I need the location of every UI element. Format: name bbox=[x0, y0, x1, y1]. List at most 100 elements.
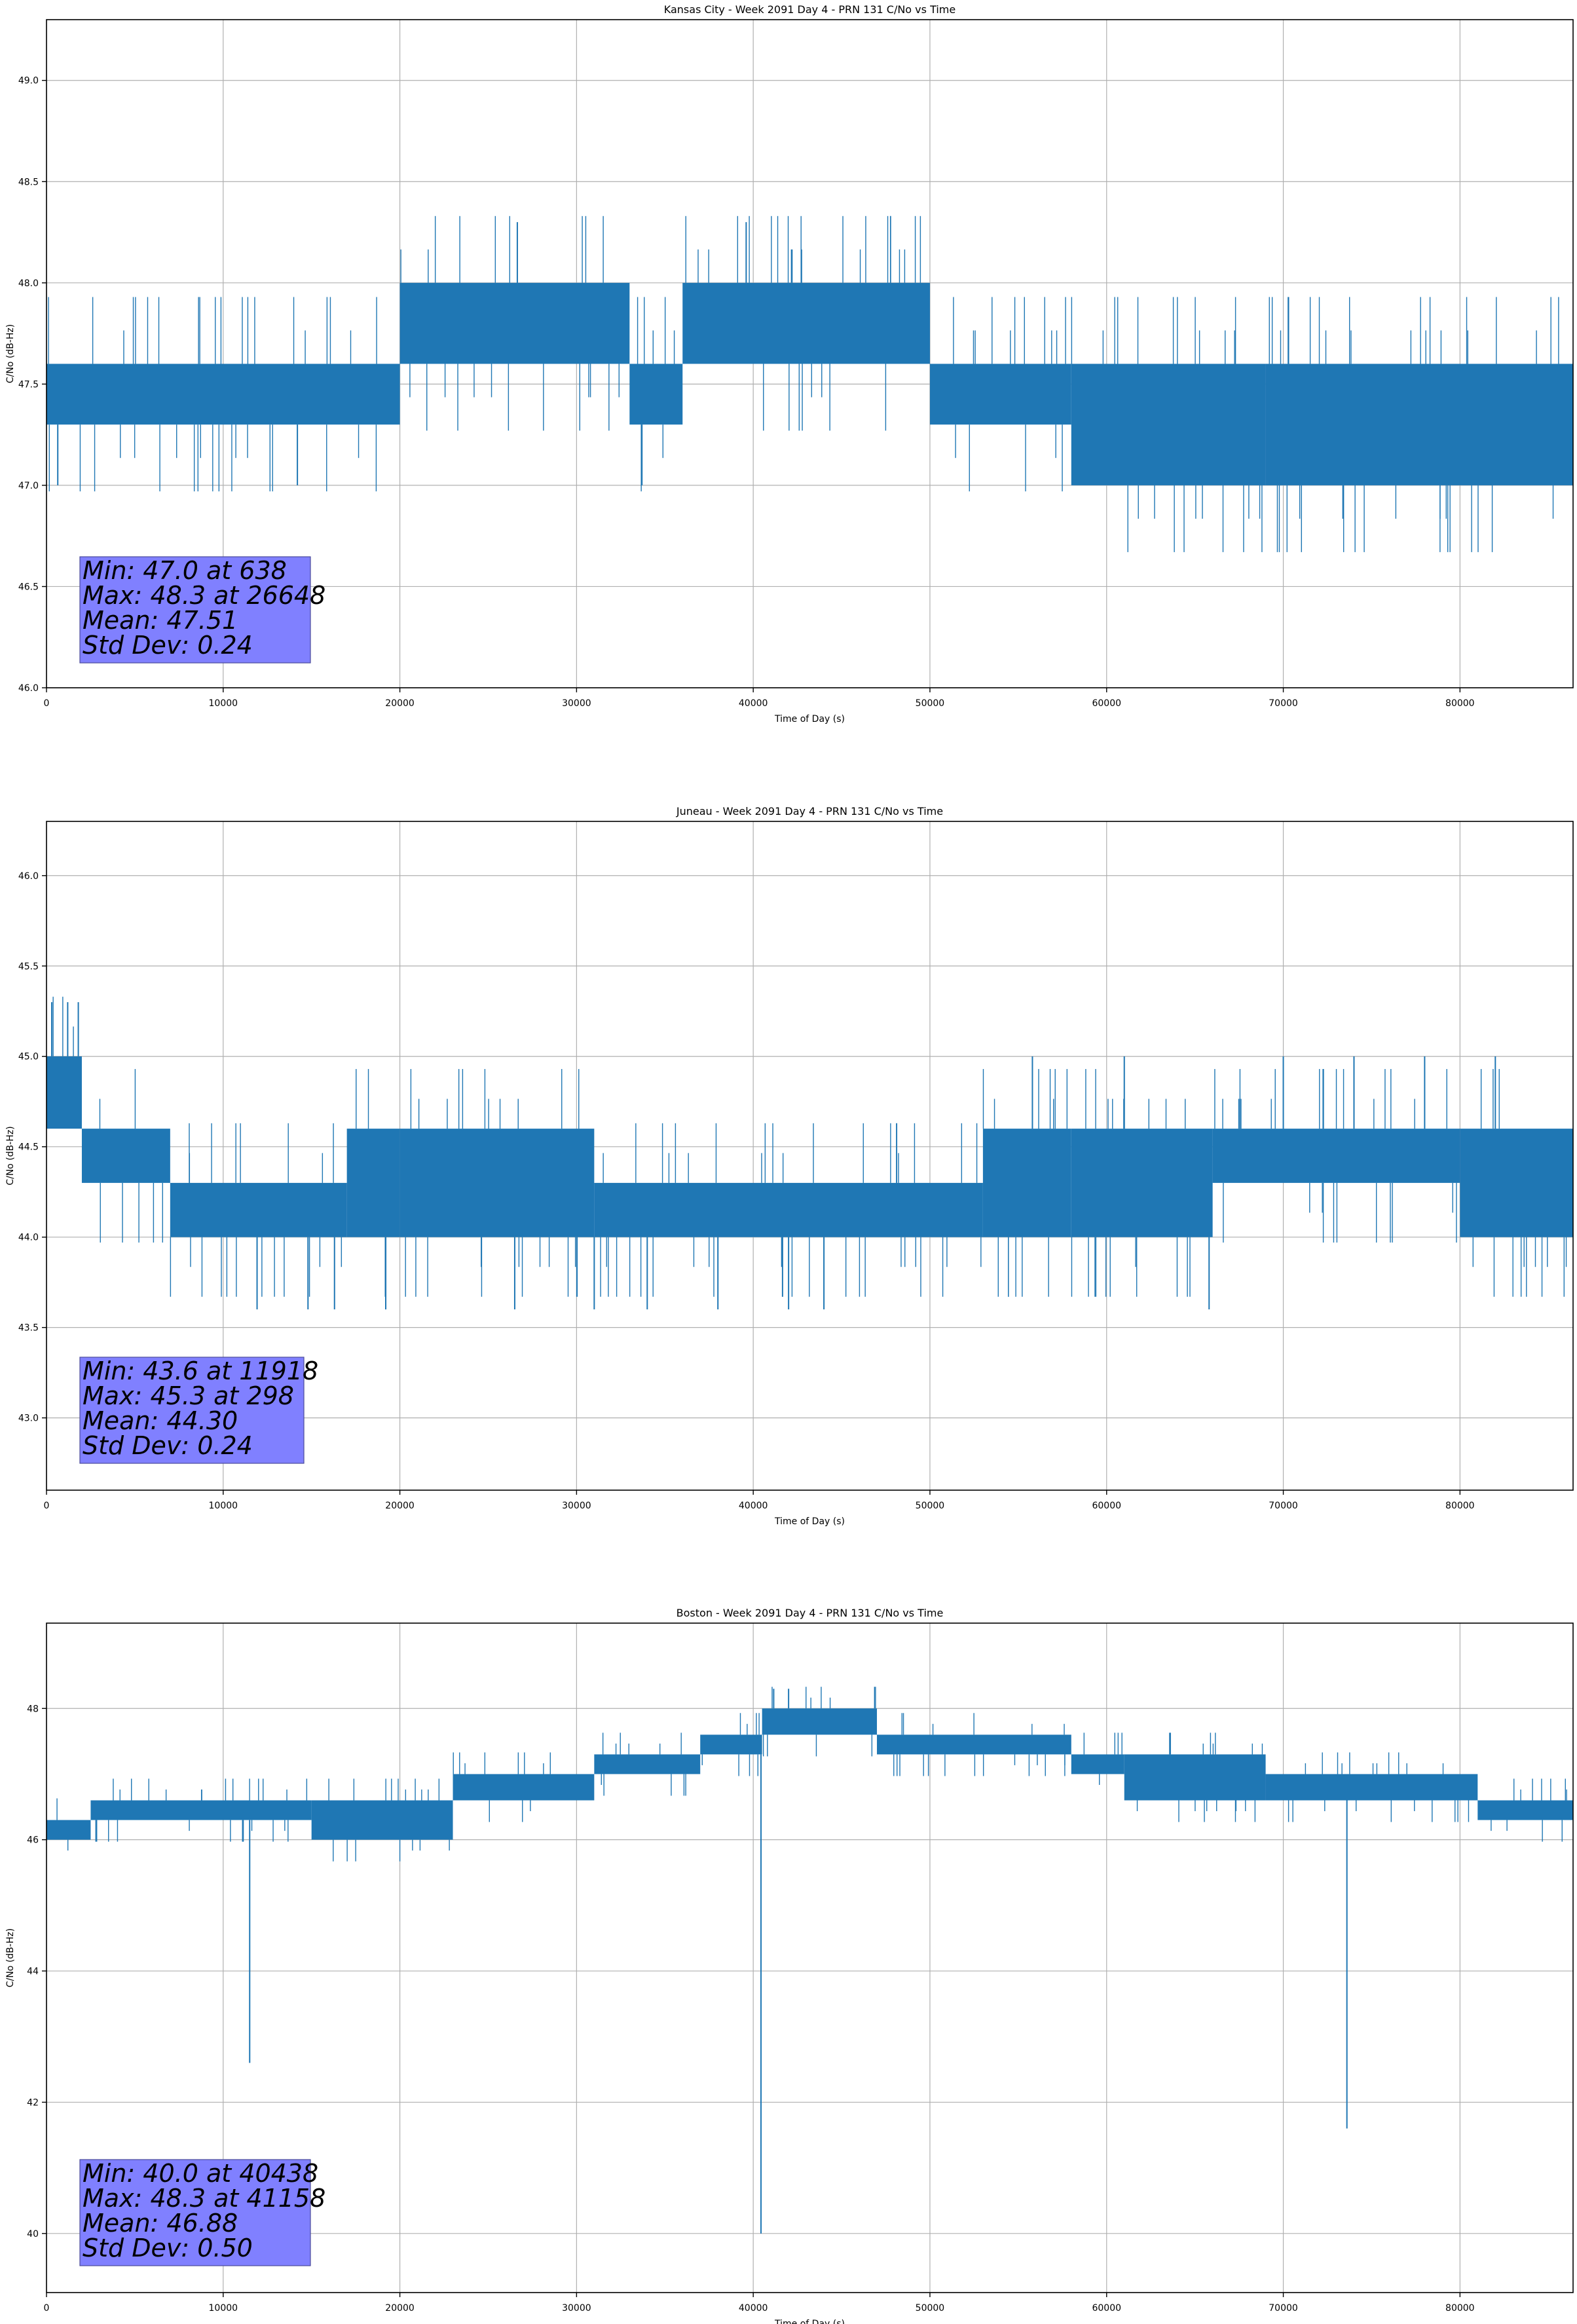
x-tick-label: 20000 bbox=[385, 698, 415, 709]
x-tick-label: 20000 bbox=[385, 1501, 415, 1511]
x-tick-label: 70000 bbox=[1269, 2303, 1298, 2314]
y-tick-label: 46.5 bbox=[18, 582, 39, 592]
series-band bbox=[170, 1182, 347, 1237]
x-tick-label: 80000 bbox=[1445, 698, 1475, 709]
series-band bbox=[453, 1774, 595, 1801]
x-tick-label: 40000 bbox=[739, 2303, 768, 2314]
series-band bbox=[46, 364, 400, 425]
series-band bbox=[982, 1129, 1071, 1237]
series-band bbox=[1212, 1129, 1460, 1183]
x-tick-label: 50000 bbox=[916, 1501, 945, 1511]
plot-frame bbox=[46, 821, 1574, 1491]
plot-frame bbox=[46, 19, 1574, 688]
series-band bbox=[1265, 1774, 1478, 1801]
y-tick-label: 46.0 bbox=[18, 871, 39, 882]
stats-line: Std Dev: 0.50 bbox=[83, 2234, 253, 2262]
series-band bbox=[594, 1754, 701, 1774]
x-tick-label: 50000 bbox=[916, 2303, 945, 2314]
stats-line: Max: 48.3 at 26648 bbox=[83, 581, 325, 610]
x-tick-label: 60000 bbox=[1092, 698, 1121, 709]
x-tick-label: 50000 bbox=[916, 698, 945, 709]
chart-panel-0: 0 10000 20000 30000 40000 50000 60000 70000 8000… bbox=[5, 3, 1574, 724]
stats-box bbox=[79, 1357, 305, 1464]
x-tick-label: 0 bbox=[44, 2303, 50, 2314]
stats-line: Mean: 46.88 bbox=[83, 2209, 238, 2238]
chart-title: Boston - Week 2091 Day 4 - PRN 131 C/No … bbox=[677, 1607, 944, 1619]
series-band bbox=[1477, 1800, 1573, 1820]
y-tick-label: 45.5 bbox=[18, 962, 39, 972]
stats-line: Max: 45.3 at 298 bbox=[83, 1381, 294, 1410]
series-trace bbox=[46, 996, 1573, 1310]
y-tick-label: 43.0 bbox=[18, 1414, 39, 1424]
x-tick-label: 10000 bbox=[209, 698, 238, 709]
x-tick-label: 30000 bbox=[562, 1501, 591, 1511]
series-band bbox=[46, 1820, 91, 1840]
x-tick-label: 30000 bbox=[562, 698, 591, 709]
series-band bbox=[46, 1056, 82, 1129]
series-band bbox=[877, 1734, 1071, 1755]
series-trace bbox=[46, 1687, 1573, 2234]
y-tick-label: 47.5 bbox=[18, 379, 39, 390]
x-tick-label: 0 bbox=[44, 698, 50, 709]
x-tick-label: 10000 bbox=[209, 2303, 238, 2314]
stats-line: Mean: 47.51 bbox=[83, 606, 238, 635]
x-tick-label: 80000 bbox=[1445, 2303, 1475, 2314]
stats-line: Std Dev: 0.24 bbox=[83, 1431, 253, 1460]
y-tick-label: 46 bbox=[27, 1835, 39, 1846]
y-tick-label: 45.0 bbox=[18, 1052, 39, 1062]
y-tick-label: 48 bbox=[27, 1704, 39, 1714]
series-band bbox=[311, 1800, 453, 1840]
stats-line: Min: 40.0 at 40438 bbox=[83, 2159, 318, 2188]
stats-box bbox=[79, 556, 311, 664]
y-tick-label: 46.0 bbox=[18, 683, 39, 694]
series-band bbox=[762, 1708, 878, 1735]
x-tick-label: 80000 bbox=[1445, 1501, 1475, 1511]
x-axis-label: Time of Day (s) bbox=[774, 1516, 845, 1527]
stats-box bbox=[79, 2159, 311, 2266]
x-axis-label: Time of Day (s) bbox=[774, 714, 845, 724]
y-tick-label: 43.5 bbox=[18, 1323, 39, 1334]
series-trace bbox=[46, 216, 1573, 552]
stats-line: Max: 48.3 at 41158 bbox=[83, 2184, 325, 2213]
chart-panel-2: 0 10000 20000 30000 40000 50000 60000 70000 8000… bbox=[5, 1607, 1574, 2324]
y-axis-label: C/No (dB-Hz) bbox=[5, 324, 16, 383]
x-tick-label: 0 bbox=[44, 1501, 50, 1511]
x-tick-label: 40000 bbox=[739, 698, 768, 709]
x-axis-label: Time of Day (s) bbox=[774, 2319, 845, 2324]
y-tick-label: 47.0 bbox=[18, 481, 39, 491]
series-band bbox=[399, 1129, 595, 1237]
y-tick-label: 44.0 bbox=[18, 1233, 39, 1243]
series-band bbox=[1071, 1129, 1213, 1237]
y-tick-label: 40 bbox=[27, 2229, 39, 2240]
series-band bbox=[1265, 364, 1573, 485]
stats-line: Min: 43.6 at 11918 bbox=[83, 1357, 318, 1385]
y-tick-label: 48.5 bbox=[18, 177, 39, 187]
y-tick-label: 44.5 bbox=[18, 1142, 39, 1153]
chart-title: Juneau - Week 2091 Day 4 - PRN 131 C/No … bbox=[676, 805, 943, 817]
y-axis-label: C/No (dB-Hz) bbox=[5, 1126, 16, 1185]
series-band bbox=[81, 1129, 170, 1183]
series-band bbox=[594, 1182, 983, 1237]
y-tick-label: 44 bbox=[27, 1966, 39, 1977]
y-tick-label: 49.0 bbox=[18, 76, 39, 86]
series-band bbox=[682, 282, 930, 364]
series-band bbox=[346, 1129, 400, 1237]
series-band bbox=[929, 364, 1071, 425]
x-tick-label: 60000 bbox=[1092, 2303, 1121, 2314]
plot-frame bbox=[46, 1622, 1574, 2293]
y-tick-label: 48.0 bbox=[18, 278, 39, 289]
x-tick-label: 60000 bbox=[1092, 1501, 1121, 1511]
x-tick-label: 40000 bbox=[739, 1501, 768, 1511]
series-band bbox=[700, 1734, 762, 1755]
series-band bbox=[399, 282, 630, 364]
series-band bbox=[1071, 364, 1266, 485]
y-tick-label: 42 bbox=[27, 2097, 39, 2108]
chart-title: Kansas City - Week 2091 Day 4 - PRN 131 … bbox=[664, 3, 955, 16]
stats-line: Mean: 44.30 bbox=[83, 1406, 238, 1435]
y-axis-label: C/No (dB-Hz) bbox=[5, 1928, 16, 1987]
series-band bbox=[90, 1800, 312, 1820]
x-tick-label: 20000 bbox=[385, 2303, 415, 2314]
stats-line: Min: 47.0 at 638 bbox=[83, 556, 287, 585]
stats-line: Std Dev: 0.24 bbox=[83, 631, 253, 660]
